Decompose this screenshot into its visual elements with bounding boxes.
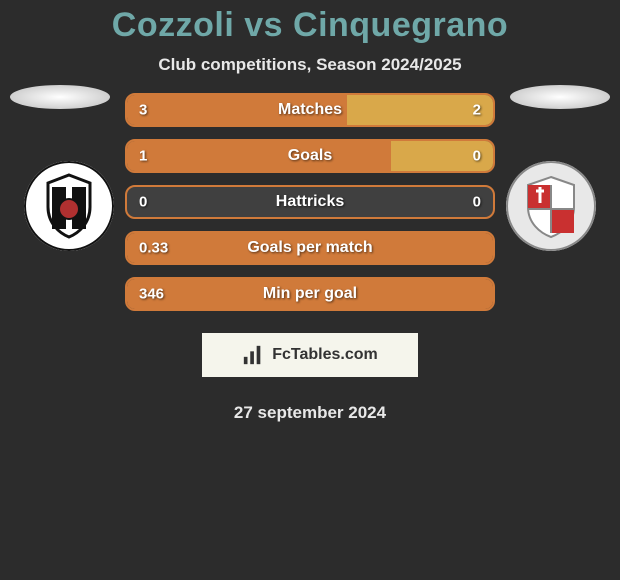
player2-name: Cinquegrano: [293, 6, 508, 44]
stat-bar-right: [347, 95, 493, 125]
stat-label: Min per goal: [263, 285, 357, 303]
branding-box[interactable]: FcTables.com: [202, 333, 418, 377]
stat-bar-left: [127, 141, 391, 171]
stat-row: 346 Min per goal: [125, 277, 495, 311]
stat-row: 0 0 Hattricks: [125, 185, 495, 219]
comparison-date: 27 september 2024: [234, 403, 386, 423]
stat-value-left: 1: [139, 148, 147, 165]
stat-label: Goals: [288, 147, 332, 165]
player2-badge: [510, 85, 610, 109]
stat-value-right: 2: [473, 102, 481, 119]
player2-club-logo: [506, 161, 596, 251]
stat-value-right: 0: [473, 194, 481, 211]
branding-text: FcTables.com: [272, 346, 378, 364]
stat-label: Hattricks: [276, 193, 344, 211]
stat-value-left: 3: [139, 102, 147, 119]
stat-value-right: 0: [473, 148, 481, 165]
stat-value-left: 0.33: [139, 240, 168, 257]
stat-row: 1 0 Goals: [125, 139, 495, 173]
subtitle: Club competitions, Season 2024/2025: [0, 55, 620, 75]
stat-row: 3 2 Matches: [125, 93, 495, 127]
vs-text: vs: [244, 6, 283, 44]
player1-name: Cozzoli: [112, 6, 234, 44]
stat-row: 0.33 Goals per match: [125, 231, 495, 265]
comparison-title: Cozzoli vs Cinquegrano: [0, 6, 620, 45]
stat-label: Goals per match: [247, 239, 372, 257]
stat-value-left: 0: [139, 194, 147, 211]
player1-club-logo: [24, 161, 114, 251]
stat-label: Matches: [278, 101, 342, 119]
player1-badge: [10, 85, 110, 109]
stat-value-left: 346: [139, 286, 164, 303]
chart-icon: [242, 344, 264, 366]
